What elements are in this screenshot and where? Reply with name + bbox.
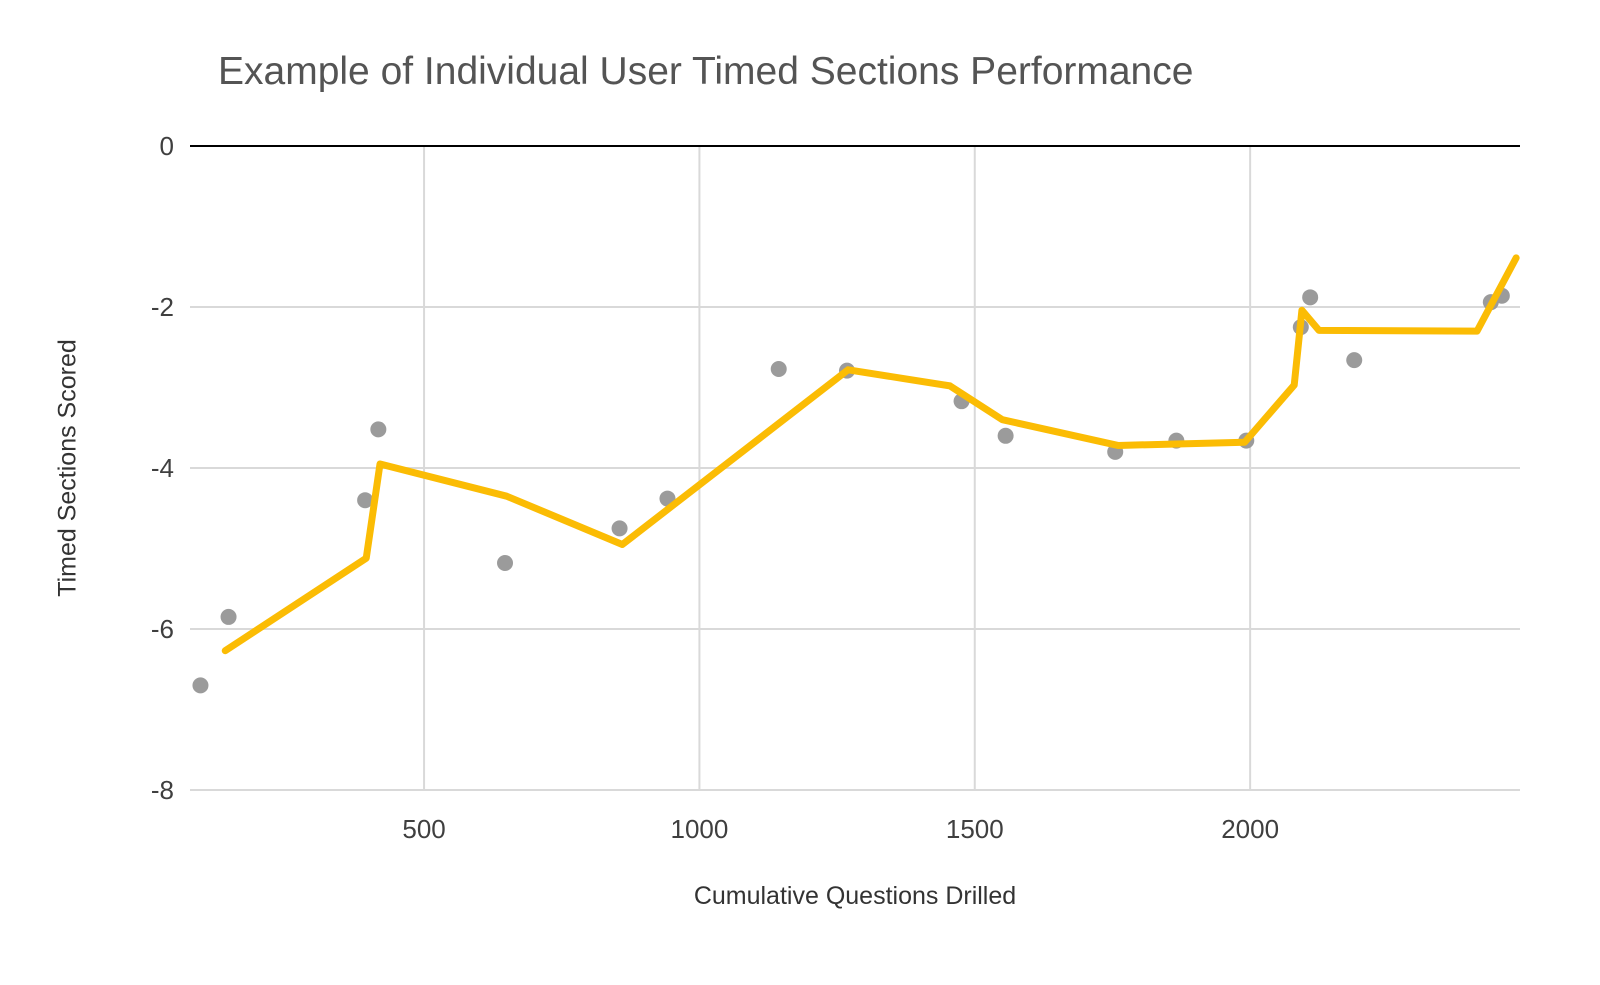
data-point — [770, 360, 787, 377]
x-axis-label: Cumulative Questions Drilled — [693, 882, 1017, 910]
chart-title: Example of Individual User Timed Section… — [218, 50, 1194, 93]
data-point — [1302, 289, 1319, 306]
x-tick-label: 1500 — [946, 814, 1004, 844]
x-tick-label: 500 — [402, 814, 445, 844]
y-tick-label: -6 — [151, 614, 174, 644]
data-point — [497, 554, 514, 571]
y-tick-label: -4 — [151, 453, 174, 483]
data-point — [220, 608, 237, 625]
x-tick-label: 1000 — [670, 814, 728, 844]
y-tick-label: -8 — [151, 775, 174, 805]
data-point — [370, 421, 387, 438]
x-tick-label: 2000 — [1221, 814, 1279, 844]
y-tick-label: -2 — [151, 292, 174, 322]
trend-line — [221, 254, 1520, 655]
data-point — [1346, 352, 1363, 369]
data-point — [997, 427, 1014, 444]
data-point — [357, 492, 374, 509]
y-tick-label: 0 — [160, 131, 174, 161]
data-point — [611, 520, 628, 537]
data-point — [192, 677, 209, 694]
